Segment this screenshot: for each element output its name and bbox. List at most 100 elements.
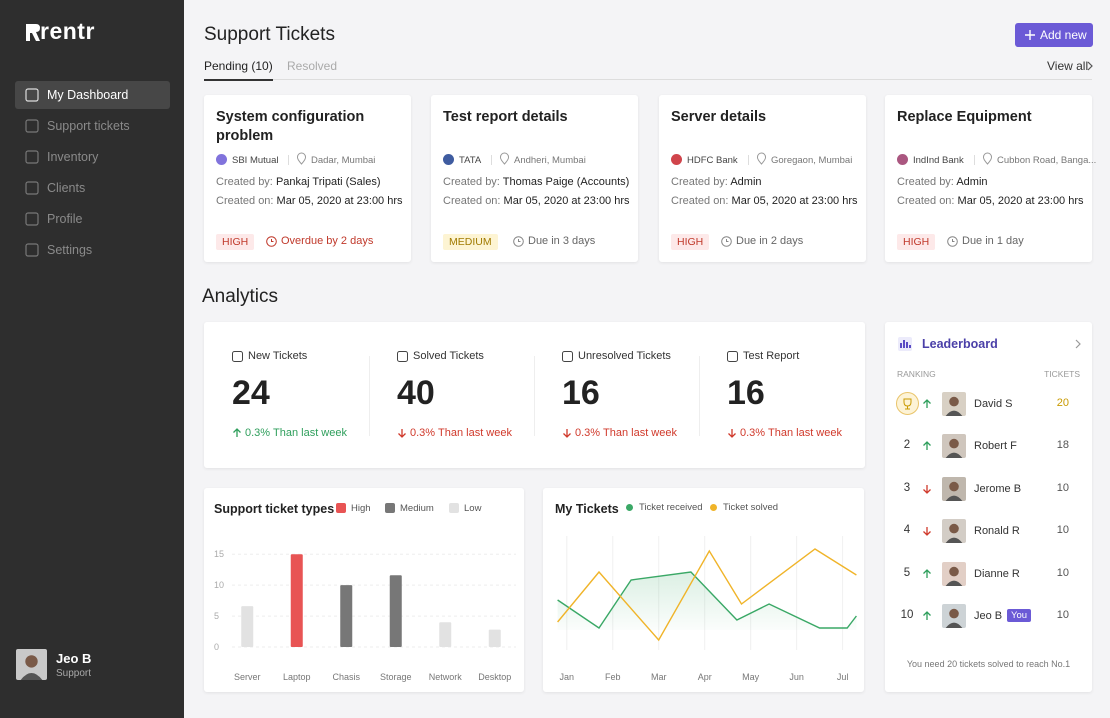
nav-label: My Dashboard bbox=[47, 88, 129, 102]
rank: 5 bbox=[903, 566, 911, 579]
location: Dadar, Mumbai bbox=[311, 155, 376, 166]
stat-note: Than last week bbox=[438, 427, 512, 439]
trend-arrow bbox=[728, 429, 736, 438]
x-tick-label: Storage bbox=[380, 672, 412, 682]
stat-icon bbox=[232, 351, 243, 362]
trend-arrow bbox=[923, 484, 931, 494]
avatar bbox=[942, 604, 966, 628]
bar bbox=[389, 575, 402, 647]
stat-label: Unresolved Tickets bbox=[578, 350, 671, 362]
ticket-title: System configuration problem bbox=[216, 109, 365, 144]
arrow-path bbox=[563, 429, 571, 438]
nav-icon-shape bbox=[25, 243, 39, 257]
due-text: Due in 2 days bbox=[736, 235, 804, 247]
clock-hands bbox=[726, 239, 729, 242]
created-by-value: Thomas Paige (Accounts) bbox=[502, 176, 630, 188]
stat-icon bbox=[562, 351, 573, 362]
stat-icon bbox=[397, 351, 408, 362]
arrow-path bbox=[923, 399, 931, 408]
x-tick-label: May bbox=[742, 672, 760, 682]
pin bbox=[756, 152, 767, 165]
company-name: HDFC Bank bbox=[687, 155, 738, 166]
leaderboard-icon bbox=[898, 337, 912, 351]
tab[interactable]: Resolved bbox=[287, 59, 338, 73]
line-chart-card: My Tickets Ticket received Ticket solved Ja… bbox=[543, 488, 864, 692]
bar bbox=[290, 554, 303, 647]
user-role: Support bbox=[56, 668, 92, 679]
arrow-path bbox=[923, 527, 931, 537]
stat-label: New Tickets bbox=[248, 350, 308, 362]
clock-icon bbox=[947, 236, 958, 247]
avatar bbox=[16, 649, 47, 680]
ticket-count: 18 bbox=[1056, 439, 1069, 452]
nav-item[interactable]: Profile bbox=[15, 205, 170, 233]
leaderboard-row: David S 20 bbox=[885, 390, 1092, 418]
area-fill bbox=[557, 572, 857, 630]
stats-card: New Tickets 24 0.3% Than last week Solved Ti… bbox=[204, 322, 865, 468]
location-icon bbox=[499, 152, 510, 165]
ticket-card[interactable]: Test report details TATA Andheri, Mumbai Cr… bbox=[431, 95, 638, 262]
y-tick-label: 5 bbox=[214, 611, 219, 621]
trophy bbox=[903, 398, 912, 410]
due-text: Overdue by 2 days bbox=[281, 235, 374, 247]
trend-arrow bbox=[563, 429, 571, 438]
legend-swatch bbox=[385, 503, 395, 513]
nav-icon-shape bbox=[25, 181, 39, 195]
y-tick-label: 10 bbox=[214, 580, 224, 590]
nav-item[interactable]: My Dashboard bbox=[15, 81, 170, 109]
x-tick-label: Server bbox=[234, 672, 261, 682]
avatar-head bbox=[949, 523, 959, 534]
ticket-card[interactable]: System configuration problem SBI Mutual Da… bbox=[204, 95, 411, 262]
stat-value: 16 bbox=[727, 374, 765, 412]
separator bbox=[491, 155, 492, 165]
line-series bbox=[557, 571, 857, 629]
trophy-icon bbox=[896, 392, 919, 415]
nav-item[interactable]: Support tickets bbox=[15, 112, 170, 140]
company-name: IndInd Bank bbox=[913, 155, 964, 166]
leaderboard-row: 2 Robert F 18 bbox=[885, 432, 1092, 460]
add-button[interactable]: Add new bbox=[1015, 23, 1093, 47]
rank: 3 bbox=[903, 481, 911, 494]
ticket-card[interactable]: Server details HDFC Bank Goregaon, Mumbai C… bbox=[659, 95, 866, 262]
x-tick-label: Jan bbox=[560, 672, 575, 682]
location-icon bbox=[756, 152, 767, 165]
company-logo bbox=[443, 154, 454, 165]
ticket-count: 10 bbox=[1056, 566, 1069, 579]
pin bbox=[499, 152, 510, 165]
user-name: Jeo B bbox=[56, 651, 92, 666]
nav-label: Settings bbox=[47, 243, 93, 257]
player-name: Dianne R bbox=[974, 567, 1020, 580]
tab[interactable]: Pending (10) bbox=[204, 59, 273, 81]
x-tick-label: Network bbox=[429, 672, 463, 682]
player-name: Jeo B bbox=[974, 610, 1003, 622]
created-on-value: Mar 05, 2020 at 23:00 hrs bbox=[276, 195, 403, 207]
avatar bbox=[942, 434, 966, 459]
company-logo-shape bbox=[443, 154, 454, 165]
avatar bbox=[942, 392, 966, 416]
created-by-label: Created by: bbox=[443, 176, 500, 188]
nav-item[interactable]: Clients bbox=[15, 174, 170, 202]
column-header: RANKING bbox=[897, 369, 936, 379]
created-by-label: Created by: bbox=[897, 176, 954, 188]
nav-icon-shape bbox=[25, 88, 39, 102]
location-icon bbox=[982, 152, 993, 165]
avatar-body bbox=[945, 452, 963, 459]
legend-label: Ticket received bbox=[639, 502, 703, 513]
view-all[interactable]: View all bbox=[1047, 59, 1089, 73]
ticket-title: Replace Equipment bbox=[897, 109, 1032, 125]
tab-divider bbox=[204, 79, 1092, 80]
nav-item[interactable]: Settings bbox=[15, 236, 170, 264]
nav-item[interactable]: Inventory bbox=[15, 143, 170, 171]
created-by-value: Admin bbox=[956, 176, 988, 188]
chevron bbox=[1087, 61, 1093, 71]
clock-face bbox=[947, 236, 958, 247]
priority-badge: HIGH bbox=[216, 234, 255, 250]
ticket-card[interactable]: Replace Equipment IndInd Bank Cubbon Road,… bbox=[885, 95, 1096, 262]
stat-change: 0.3% bbox=[575, 427, 601, 439]
created-on-label: Created on: bbox=[897, 195, 955, 207]
nav-icon bbox=[25, 88, 39, 102]
location: Goregaon, Mumbai bbox=[771, 155, 853, 166]
company-logo-shape bbox=[216, 154, 227, 165]
nav-icon bbox=[25, 150, 39, 164]
analytics-title: Analytics bbox=[202, 286, 279, 307]
